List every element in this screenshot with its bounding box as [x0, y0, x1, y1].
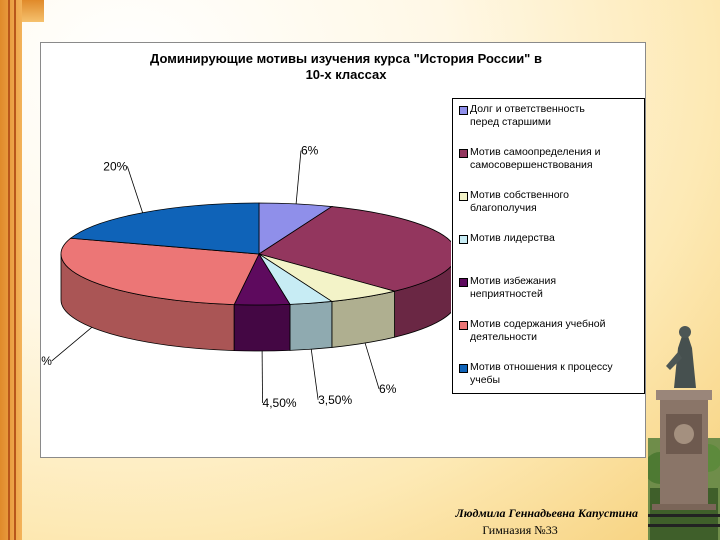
pie-side-4 — [289, 300, 333, 351]
author-name: Людмила Геннадьевна Капустина — [455, 506, 638, 520]
label-leader-7 — [126, 166, 143, 213]
data-label-3: 6% — [379, 382, 397, 396]
bar-stripe — [14, 0, 16, 540]
chart-title-line: Доминирующие мотивы изучения курса "Исто… — [150, 51, 542, 66]
legend-label: Мотив отношения к процессу учебы — [470, 361, 642, 387]
legend-label: Мотив лидерства — [470, 232, 642, 245]
pie-slice-6 — [60, 237, 260, 306]
legend-label: Мотив избежания неприятностей — [470, 275, 642, 301]
legend-swatch — [459, 192, 468, 201]
legend-label-line: Мотив отношения к процессу — [470, 361, 613, 373]
legend-swatch — [459, 321, 468, 330]
legend-label-line: Мотив самоопределения и — [470, 146, 601, 158]
school-name: Гимназия №33 — [482, 523, 558, 537]
legend-label: Долг и ответственность перед старшими — [470, 103, 642, 129]
legend-swatch — [459, 106, 468, 115]
monument-photo — [648, 326, 720, 540]
legend-swatch — [459, 364, 468, 373]
data-label-5: 4,50% — [263, 396, 297, 410]
label-leader-4 — [310, 349, 319, 400]
legend-label: Мотив содержания учебной деятельности — [470, 318, 642, 344]
legend-label-line: самосовершенствования — [470, 159, 593, 171]
chart-legend: Долг и ответственность перед старшими Моти… — [452, 98, 645, 394]
legend-label-line: Мотив лидерства — [470, 232, 555, 244]
data-label-4: 3,50% — [318, 393, 352, 407]
label-leader-3 — [364, 342, 380, 389]
chart-title-line: 10-х классах — [305, 67, 387, 82]
legend-label-line: деятельности — [470, 331, 537, 343]
legend-label-line: благополучия — [470, 202, 537, 214]
pie-side-5 — [233, 303, 291, 352]
legend-swatch — [459, 149, 468, 158]
legend-label: Мотив самоопределения и самосовершенствов… — [470, 146, 642, 172]
legend-label: Мотив собственного благополучия — [470, 189, 642, 215]
legend-label-line: перед старшими — [470, 116, 552, 128]
chart-title: Доминирующие мотивы изучения курса "Исто… — [131, 51, 561, 83]
data-label-1: 6% — [301, 144, 319, 158]
legend-label-line: Мотив избежания — [470, 275, 557, 287]
legend-label-line: учебы — [470, 374, 501, 386]
legend-label-line: Мотив собственного — [470, 189, 569, 201]
legend-label-line: неприятностей — [470, 288, 543, 300]
legend-label-line: Мотив содержания учебной — [470, 318, 606, 330]
left-decorative-bar — [0, 0, 22, 540]
pie-slice-2 — [258, 206, 451, 292]
bar-stripe — [8, 0, 10, 540]
legend-swatch — [459, 278, 468, 287]
data-label-7: 20% — [103, 159, 127, 173]
label-leader-1 — [295, 150, 302, 204]
legend-swatch — [459, 235, 468, 244]
chart-frame: Доминирующие мотивы изучения курса "Исто… — [40, 42, 646, 458]
pie-chart: 6%32%6%3,50%4,50%28%20% — [41, 144, 451, 410]
legend-label-line: Долг и ответственность — [470, 103, 585, 115]
label-leader-6 — [51, 327, 93, 362]
data-label-6: 28% — [41, 354, 52, 368]
